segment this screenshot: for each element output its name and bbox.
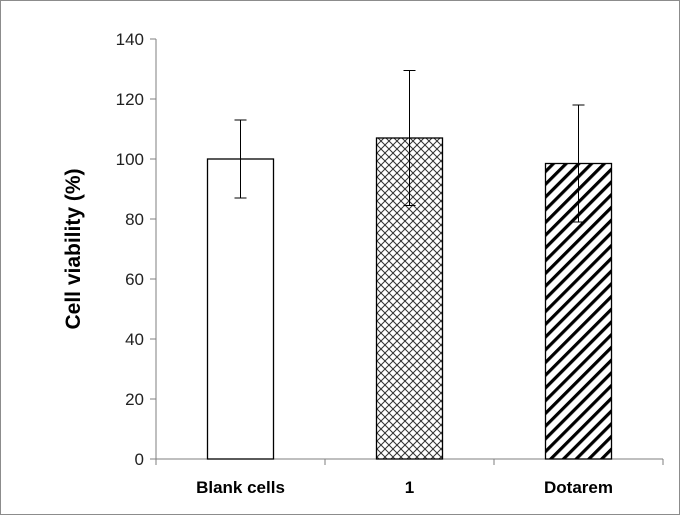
y-axis-title: Cell viability (%) xyxy=(62,168,85,329)
bar-blank-cells xyxy=(206,158,275,460)
y-tick-label: 120 xyxy=(116,90,144,109)
y-tick-label: 20 xyxy=(125,390,144,409)
y-ticks: 0 20 40 60 80 100 120 140 xyxy=(116,30,156,469)
y-tick-label: 140 xyxy=(116,30,144,49)
x-category-label: Blank cells xyxy=(196,478,285,497)
x-category-label: Dotarem xyxy=(544,478,613,497)
bars xyxy=(206,137,613,460)
y-tick-label: 40 xyxy=(125,330,144,349)
x-category-label: 1 xyxy=(405,478,414,497)
y-tick-label: 60 xyxy=(125,270,144,289)
y-tick-label: 0 xyxy=(135,450,144,469)
x-category-labels: Blank cells 1 Dotarem xyxy=(155,459,664,497)
y-tick-label: 100 xyxy=(116,150,144,169)
y-tick-label: 80 xyxy=(125,210,144,229)
error-bars xyxy=(234,70,585,223)
